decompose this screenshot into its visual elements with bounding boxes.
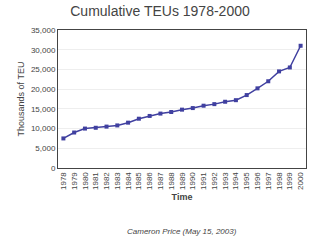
svg-text:1999: 1999 <box>285 172 294 190</box>
svg-text:5,000: 5,000 <box>35 144 56 153</box>
svg-text:1979: 1979 <box>70 172 79 190</box>
svg-text:1978: 1978 <box>59 172 68 190</box>
svg-text:1991: 1991 <box>199 172 208 190</box>
svg-text:15,000: 15,000 <box>31 105 56 114</box>
svg-text:Thousands of TEU: Thousands of TEU <box>16 62 26 137</box>
svg-text:Cameron Price (May 15, 2003): Cameron Price (May 15, 2003) <box>127 227 237 236</box>
svg-text:1994: 1994 <box>232 172 241 190</box>
svg-text:1985: 1985 <box>134 172 143 190</box>
svg-text:1995: 1995 <box>242 172 251 190</box>
svg-text:1983: 1983 <box>113 172 122 190</box>
svg-text:10,000: 10,000 <box>31 124 56 133</box>
svg-text:1987: 1987 <box>156 172 165 190</box>
svg-text:Time: Time <box>172 192 193 202</box>
svg-text:1992: 1992 <box>210 172 219 190</box>
svg-text:1980: 1980 <box>81 172 90 190</box>
svg-text:1990: 1990 <box>188 172 197 190</box>
svg-text:35,000: 35,000 <box>31 26 56 35</box>
svg-text:1997: 1997 <box>264 172 273 190</box>
svg-text:Cumulative TEUs 1978-2000: Cumulative TEUs 1978-2000 <box>70 3 250 19</box>
svg-text:25,000: 25,000 <box>31 65 56 74</box>
svg-text:1986: 1986 <box>145 172 154 190</box>
svg-text:1993: 1993 <box>221 172 230 190</box>
svg-text:1982: 1982 <box>102 172 111 190</box>
svg-text:1984: 1984 <box>124 172 133 190</box>
svg-text:1989: 1989 <box>178 172 187 190</box>
svg-text:1996: 1996 <box>253 172 262 190</box>
svg-text:1988: 1988 <box>167 172 176 190</box>
svg-text:2000: 2000 <box>296 172 305 190</box>
svg-text:0: 0 <box>51 164 56 173</box>
svg-text:30,000: 30,000 <box>31 46 56 55</box>
svg-text:20,000: 20,000 <box>31 85 56 94</box>
svg-text:1998: 1998 <box>275 172 284 190</box>
svg-text:1981: 1981 <box>91 172 100 190</box>
